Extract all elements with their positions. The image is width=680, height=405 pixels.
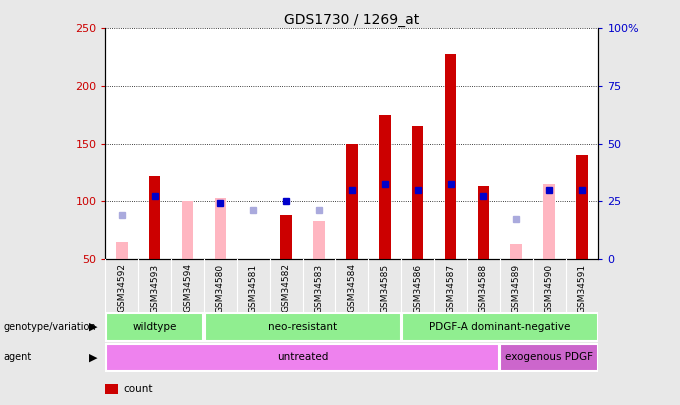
Text: ▶: ▶ — [89, 352, 97, 362]
Text: untreated: untreated — [277, 352, 328, 362]
Bar — [379, 115, 390, 259]
Text: GSM34589: GSM34589 — [512, 263, 521, 313]
Text: GSM34593: GSM34593 — [150, 263, 159, 313]
Bar — [477, 186, 489, 259]
Bar — [500, 344, 598, 371]
Text: agent: agent — [3, 352, 32, 362]
Bar — [205, 313, 401, 341]
Text: GSM34580: GSM34580 — [216, 263, 225, 313]
Bar — [445, 54, 456, 259]
Bar — [182, 202, 193, 259]
Text: genotype/variation: genotype/variation — [3, 322, 96, 332]
Bar — [576, 156, 588, 259]
Text: GSM34585: GSM34585 — [380, 263, 389, 313]
Bar — [106, 313, 203, 341]
Text: GSM34582: GSM34582 — [282, 263, 290, 312]
Bar — [149, 176, 160, 259]
Bar — [511, 244, 522, 259]
Text: count: count — [123, 384, 152, 394]
Text: GSM34594: GSM34594 — [183, 263, 192, 312]
Bar — [313, 221, 325, 259]
Text: GSM34590: GSM34590 — [545, 263, 554, 313]
Title: GDS1730 / 1269_at: GDS1730 / 1269_at — [284, 13, 420, 27]
Text: GSM34581: GSM34581 — [249, 263, 258, 313]
Text: GSM34588: GSM34588 — [479, 263, 488, 313]
Text: neo-resistant: neo-resistant — [268, 322, 337, 332]
Text: GSM34591: GSM34591 — [577, 263, 586, 313]
Text: GSM34583: GSM34583 — [315, 263, 324, 313]
Bar — [280, 215, 292, 259]
Text: GSM34586: GSM34586 — [413, 263, 422, 313]
Text: GSM34587: GSM34587 — [446, 263, 455, 313]
Bar — [412, 126, 424, 259]
Bar — [543, 184, 555, 259]
Bar — [106, 344, 499, 371]
Text: ▶: ▶ — [89, 322, 97, 332]
Bar — [402, 313, 598, 341]
Text: GSM34592: GSM34592 — [118, 263, 126, 312]
Text: PDGF-A dominant-negative: PDGF-A dominant-negative — [429, 322, 571, 332]
Text: wildtype: wildtype — [133, 322, 177, 332]
Bar — [346, 144, 358, 259]
Text: GSM34584: GSM34584 — [347, 263, 356, 312]
Text: exogenous PDGF: exogenous PDGF — [505, 352, 593, 362]
Bar — [116, 242, 128, 259]
Bar — [215, 198, 226, 259]
